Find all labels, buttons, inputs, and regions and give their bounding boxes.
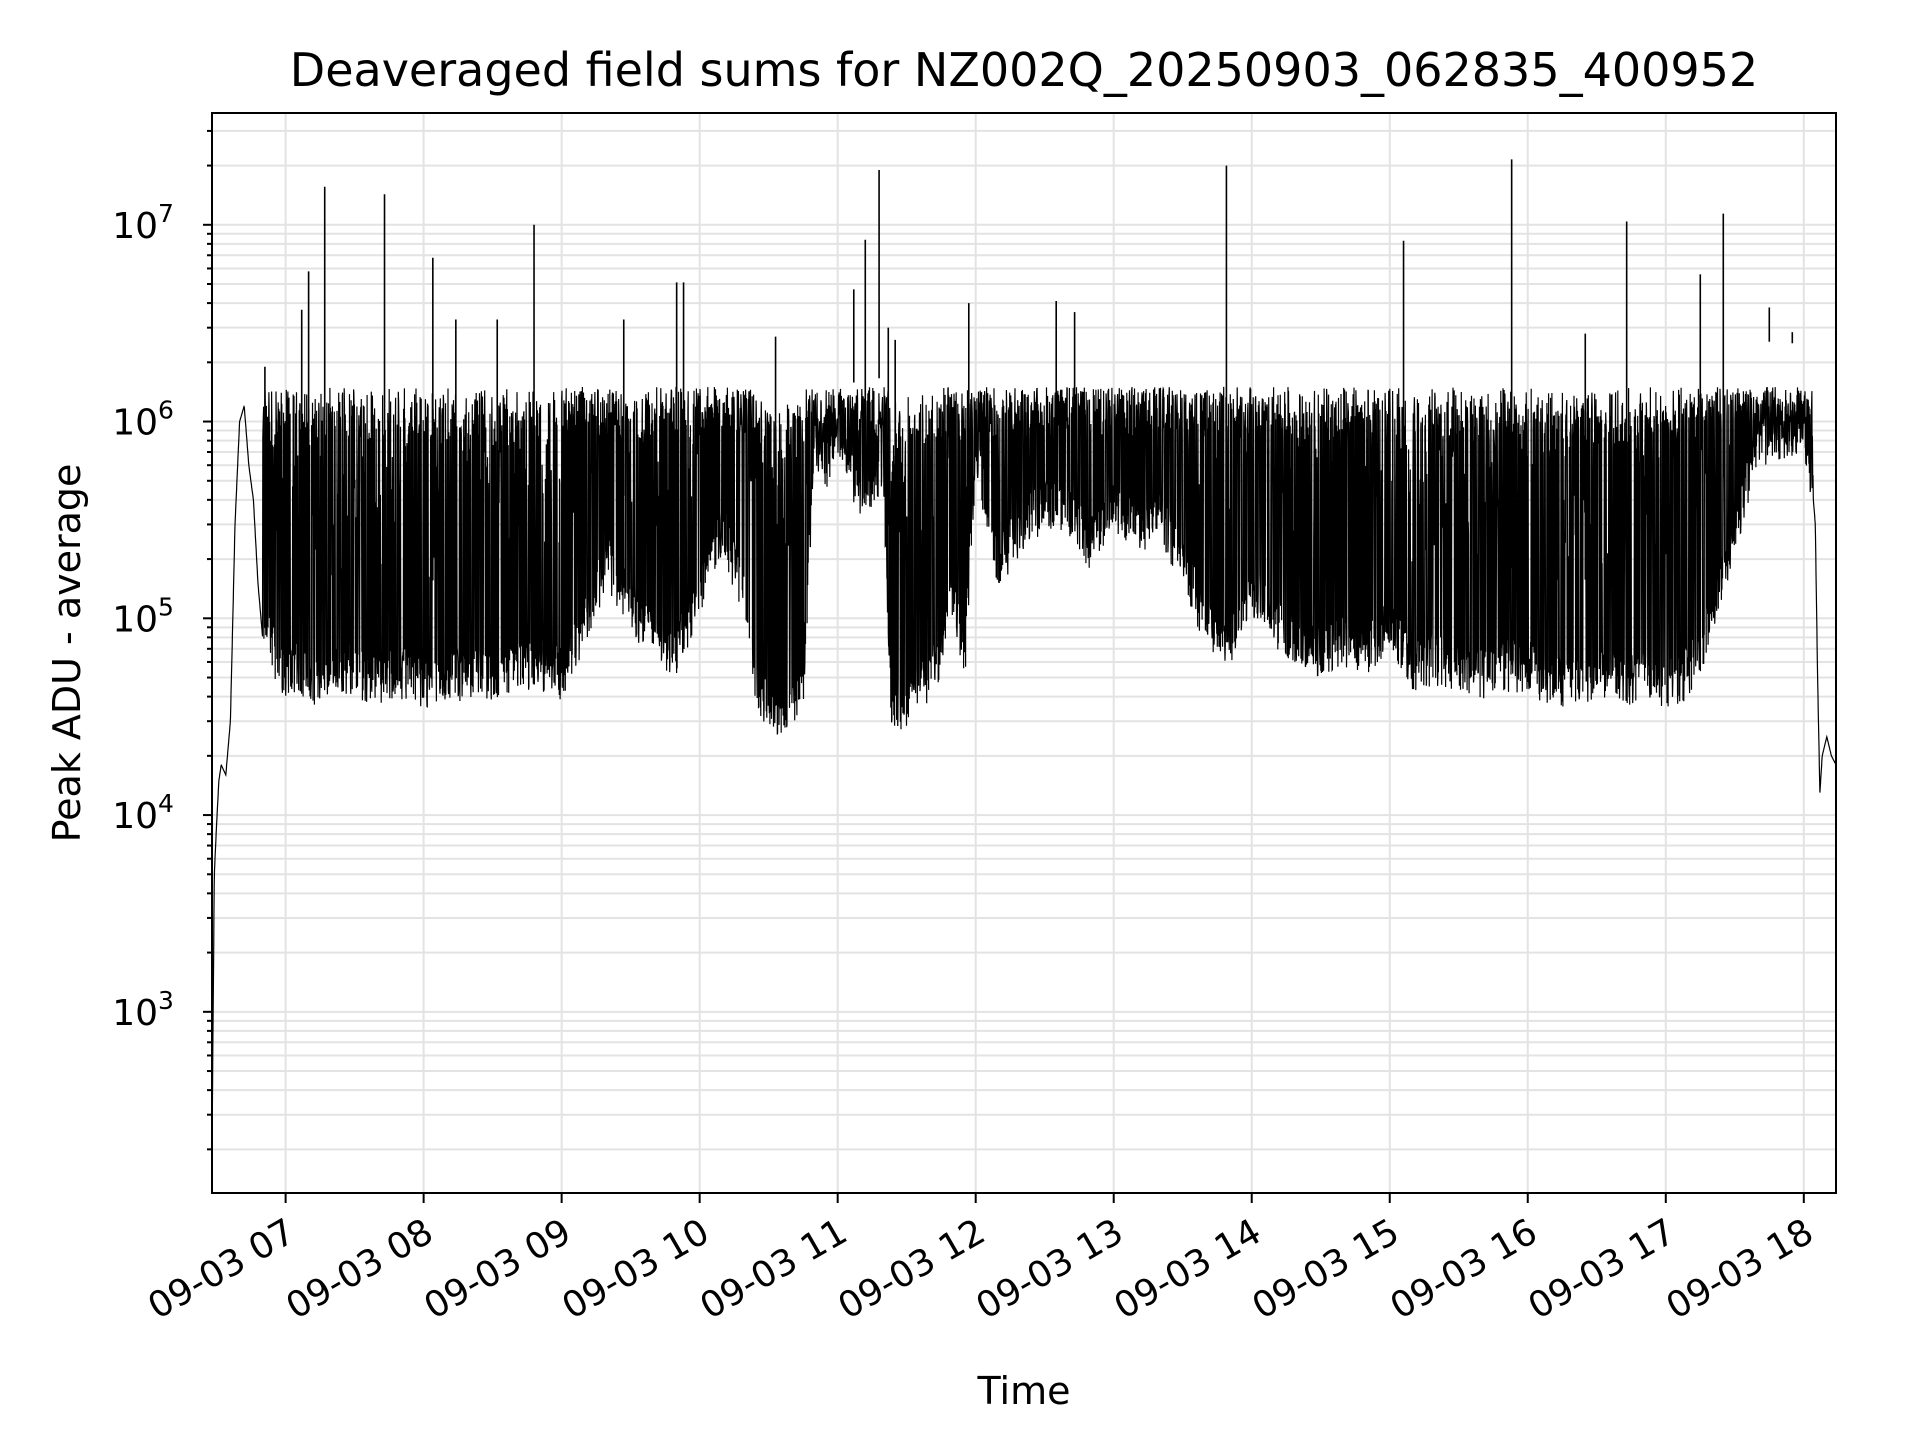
y-tick-exponent: 5 (158, 592, 174, 621)
y-tick-base: 10 (112, 403, 158, 444)
y-tick-base: 10 (112, 206, 158, 247)
series-line (211, 386, 1837, 1150)
y-tick-label: 10 7 (112, 199, 174, 247)
data-lines (211, 159, 1837, 1150)
chart-title: Deaveraged field sums for NZ002Q_2025090… (290, 43, 1758, 97)
x-axis-label: Time (977, 1369, 1071, 1413)
y-tick-label: 10 3 (112, 986, 174, 1034)
y-tick-base: 10 (112, 599, 158, 640)
y-tick-exponent: 7 (158, 199, 174, 228)
y-tick-exponent: 6 (158, 396, 174, 425)
y-tick-label: 10 6 (112, 396, 174, 444)
y-tick-exponent: 3 (158, 986, 174, 1015)
y-tick-label: 10 4 (112, 789, 174, 837)
plot-frame (211, 112, 1837, 1194)
y-tick-exponent: 4 (158, 789, 174, 818)
y-axis-label: Peak ADU - average (45, 464, 89, 843)
y-tick-label: 10 5 (112, 592, 174, 640)
y-tick-base: 10 (112, 993, 158, 1034)
y-tick-base: 10 (112, 796, 158, 837)
